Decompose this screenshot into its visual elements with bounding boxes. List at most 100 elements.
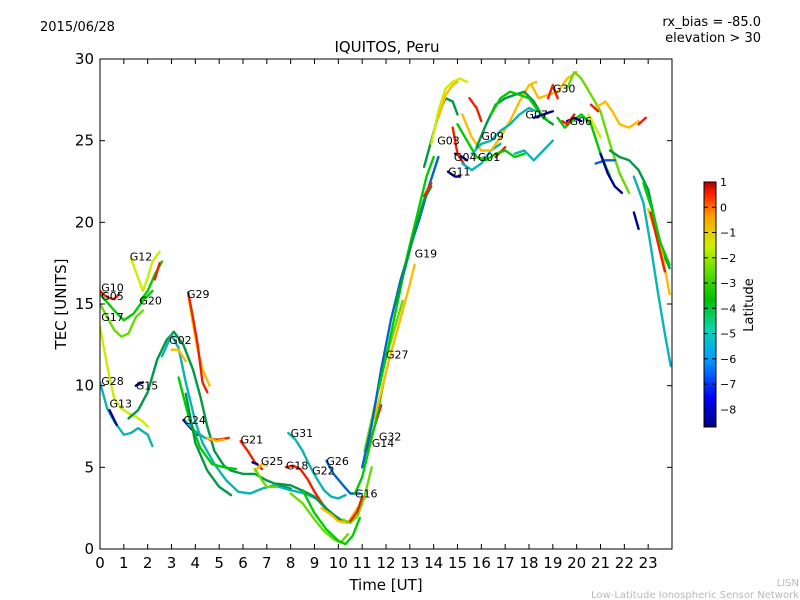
x-axis-label: Time [UT]: [348, 576, 422, 594]
satellite-label-g30: G30: [553, 82, 576, 95]
colorbar-label: Latitude: [742, 278, 757, 332]
colorbar-tick-label: 0: [720, 201, 727, 214]
plot-frame: [99, 58, 673, 550]
series-line-g08b: [637, 116, 647, 126]
series-line-g30: [530, 70, 578, 100]
x-tick-label: 17: [496, 554, 515, 572]
series-line-g10: [100, 289, 154, 322]
colorbar-tick-label: −1: [720, 227, 736, 240]
satellite-label-g18: G18: [286, 460, 309, 473]
series-line-g21b: [206, 436, 226, 443]
satellite-label-g15: G15: [136, 380, 159, 393]
series-line-g13b: [108, 409, 118, 427]
satellite-label-g17: G17: [101, 311, 124, 324]
series-line-g19c: [394, 185, 433, 306]
satellite-label-g12: G12: [130, 251, 153, 264]
colorbar-tick-label: −6: [720, 353, 736, 366]
x-tick-label: 3: [167, 554, 177, 572]
series-line-g25b: [253, 462, 268, 472]
plot-area: [100, 59, 672, 549]
y-tick-label: 30: [75, 50, 94, 68]
series-line-g16b: [349, 495, 364, 523]
y-axis-label: TEC [UNITS]: [52, 259, 70, 351]
network-watermark: Low-Latitude Ionospheric Sensor Network: [591, 590, 799, 600]
x-tick-label: 6: [238, 554, 248, 572]
x-tick-label: 2: [143, 554, 153, 572]
satellite-label-g19: G19: [415, 247, 438, 260]
satellite-label-g28: G28: [101, 375, 124, 388]
series-line-g11: [446, 170, 462, 178]
colorbar-tick-label: −7: [720, 378, 736, 391]
y-tick-label: 10: [75, 377, 94, 395]
series-line-g12: [129, 250, 161, 293]
series-line-g09c: [470, 106, 538, 155]
series-line-g21c: [239, 440, 264, 471]
colorbar-tick-label: −8: [720, 403, 736, 416]
series-line-g30b: [546, 83, 559, 100]
x-tick-label: 8: [286, 554, 296, 572]
satellite-label-g21: G21: [241, 434, 264, 447]
tick-layer: 0 1 2 3 4 5 6 7 8 9 10 11 12 13 14 15 16 17 18 19 20 21 22 2305…: [75, 50, 672, 572]
x-tick-label: 13: [400, 554, 419, 572]
series-line-g31: [287, 431, 347, 500]
series-line-g22c: [301, 489, 361, 546]
x-tick-label: 19: [543, 554, 562, 572]
elevation-label: elevation > 30: [665, 31, 761, 46]
series-line-g09b: [461, 80, 538, 152]
series-line-g14: [353, 381, 385, 495]
y-tick-label: 25: [75, 132, 94, 150]
x-tick-label: 20: [567, 554, 586, 572]
satellite-label-g14: G14: [372, 437, 395, 450]
satellite-label-g32: G32: [379, 430, 402, 443]
date-label: 2015/06/28: [40, 20, 115, 35]
series-line-g25c: [253, 467, 278, 489]
rx-bias-label: rx_bias = -85.0: [662, 15, 761, 30]
series-line-g24d: [184, 392, 233, 497]
series-line-g24c: [177, 376, 238, 471]
series-line-g19d: [422, 181, 433, 198]
series-line-g05: [100, 289, 121, 301]
colorbar-tick-label: −3: [720, 277, 736, 290]
satellite-label-g11: G11: [448, 166, 471, 179]
colorbar-ticks: 1 0 −1 −2 −3 −4 −5 −6 −7 −8: [704, 176, 736, 416]
satellite-label-g26: G26: [326, 455, 349, 468]
x-tick-label: 9: [310, 554, 320, 572]
series-line-g25: [251, 461, 259, 466]
series-line-g01: [461, 142, 502, 172]
satellite-label-g29: G29: [187, 288, 210, 301]
x-tick-label: 10: [329, 554, 348, 572]
satellite-label-g22: G22: [312, 465, 335, 478]
x-tick-label: 15: [448, 554, 467, 572]
y-tick-label: 15: [75, 295, 94, 313]
series-line-g03d: [468, 97, 483, 123]
satellite-label-g02: G02: [169, 334, 192, 347]
satellite-label-g07: G07: [525, 109, 548, 122]
series-line-g29b: [187, 291, 209, 394]
x-tick-label: 4: [191, 554, 201, 572]
x-tick-label: 21: [591, 554, 610, 572]
series-line-g26: [325, 459, 361, 495]
series-line-g13: [100, 381, 154, 448]
series-line-g02: [127, 330, 292, 490]
x-tick-label: 23: [639, 554, 658, 572]
series-line-g29c: [170, 348, 187, 363]
colorbar-tick-label: 1: [720, 176, 727, 189]
series-line-g28: [100, 325, 149, 428]
x-tick-label: 11: [353, 554, 372, 572]
series-line-g22: [275, 482, 342, 521]
y-tick-label: 5: [84, 458, 94, 476]
colorbar-tick-label: −2: [720, 252, 736, 265]
series-line-g02b: [160, 333, 330, 513]
series-line-g08: [594, 100, 640, 129]
satellite-label-g27: G27: [386, 349, 409, 362]
series-line-g07d: [513, 139, 554, 162]
series-line-g03c: [437, 80, 459, 119]
satellite-label-g09: G09: [481, 130, 504, 143]
colorbar: [703, 181, 717, 428]
series-line-g07c: [532, 110, 554, 119]
satellite-label-g20: G20: [139, 295, 162, 308]
series-line-g23e: [632, 211, 640, 231]
satellite-label-g13: G13: [110, 398, 133, 411]
series-line-g20b: [153, 262, 161, 281]
